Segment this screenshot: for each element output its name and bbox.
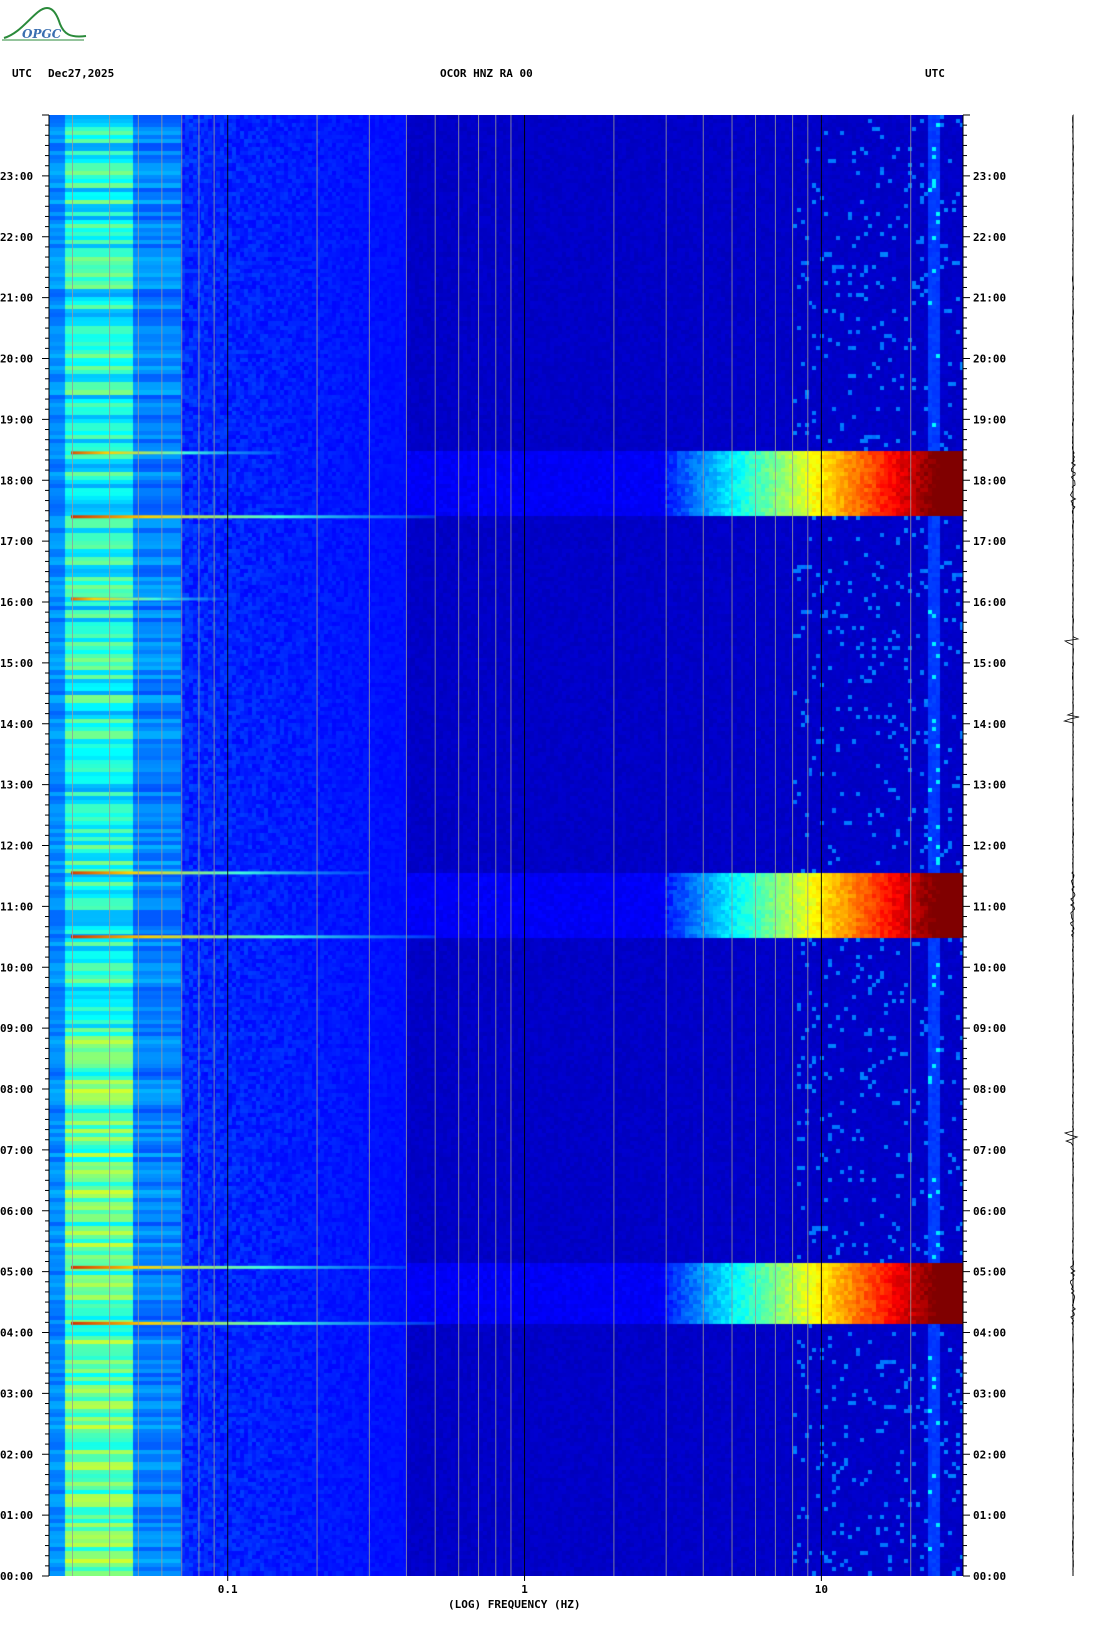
y-tick-label-right: 22:00 [973, 231, 1006, 244]
y-tick-label-left: 07:00 [0, 1144, 33, 1157]
y-tick-label-left: 14:00 [0, 718, 33, 731]
x-tick-label: 1 [521, 1583, 528, 1596]
x-tick-label: 10 [815, 1583, 828, 1596]
y-tick-label-left: 17:00 [0, 535, 33, 548]
y-tick-label-left: 19:00 [0, 413, 33, 426]
y-tick-label-left: 01:00 [0, 1509, 33, 1522]
y-tick-label-left: 06:00 [0, 1205, 33, 1218]
header-utc-right: UTC [925, 67, 945, 80]
y-tick-label-left: 12:00 [0, 840, 33, 853]
trace-signal [1062, 114, 1080, 1576]
y-tick-label-right: 11:00 [973, 900, 1006, 913]
y-tick-label-left: 05:00 [0, 1266, 33, 1279]
y-tick-label-right: 23:00 [973, 170, 1006, 183]
y-tick-label-left: 18:00 [0, 474, 33, 487]
y-tick-label-right: 15:00 [973, 657, 1006, 670]
y-tick-label-right: 12:00 [973, 840, 1006, 853]
frequency-grid [72, 115, 964, 1576]
y-tick-label-right: 09:00 [973, 1022, 1006, 1035]
y-tick-label-left: 04:00 [0, 1327, 33, 1340]
opgc-logo [2, 7, 87, 41]
y-tick-label-left: 23:00 [0, 170, 33, 183]
y-tick-label-right: 19:00 [973, 413, 1006, 426]
header-utc-left: UTC [12, 67, 32, 80]
y-tick-label-right: 02:00 [973, 1448, 1006, 1461]
y-tick-label-right: 21:00 [973, 292, 1006, 305]
seismic-trace [1062, 114, 1080, 1576]
y-tick-label-left: 21:00 [0, 292, 33, 305]
y-tick-label-left: 00:00 [0, 1570, 33, 1583]
y-tick-label-right: 04:00 [973, 1327, 1006, 1340]
y-tick-label-left: 02:00 [0, 1448, 33, 1461]
y-tick-label-right: 18:00 [973, 474, 1006, 487]
chart-axes: 00:00 00:00 01:00 01:00 02:00 02:00 03:00 03:00… [0, 114, 1006, 1596]
y-tick-label-left: 13:00 [0, 779, 33, 792]
y-tick-label-right: 20:00 [973, 353, 1006, 366]
logo-text: OPGC [22, 27, 62, 41]
y-tick-label-left: 20:00 [0, 353, 33, 366]
header-date: Dec27,2025 [48, 67, 115, 80]
y-tick-label-right: 07:00 [973, 1144, 1006, 1157]
header-station: OCOR HNZ RA 00 [440, 67, 533, 80]
y-tick-label-right: 06:00 [973, 1205, 1006, 1218]
y-tick-label-left: 11:00 [0, 900, 33, 913]
spectrogram-heatmap [49, 115, 963, 1576]
y-tick-label-right: 01:00 [973, 1509, 1006, 1522]
y-tick-label-left: 10:00 [0, 961, 33, 974]
y-tick-label-left: 03:00 [0, 1387, 33, 1400]
y-tick-label-left: 09:00 [0, 1022, 33, 1035]
y-tick-label-right: 10:00 [973, 961, 1006, 974]
y-tick-label-right: 00:00 [973, 1570, 1006, 1583]
y-tick-label-right: 08:00 [973, 1083, 1006, 1096]
y-tick-label-left: 16:00 [0, 596, 33, 609]
y-tick-label-left: 15:00 [0, 657, 33, 670]
y-tick-label-right: 05:00 [973, 1266, 1006, 1279]
y-tick-label-left: 22:00 [0, 231, 33, 244]
y-tick-label-right: 03:00 [973, 1387, 1006, 1400]
y-tick-label-right: 13:00 [973, 779, 1006, 792]
y-tick-label-right: 17:00 [973, 535, 1006, 548]
y-tick-label-right: 14:00 [973, 718, 1006, 731]
x-axis-label: (LOG) FREQUENCY (HZ) [448, 1598, 581, 1611]
y-tick-label-right: 16:00 [973, 596, 1006, 609]
x-tick-label: 0.1 [218, 1583, 238, 1596]
y-tick-label-left: 08:00 [0, 1083, 33, 1096]
